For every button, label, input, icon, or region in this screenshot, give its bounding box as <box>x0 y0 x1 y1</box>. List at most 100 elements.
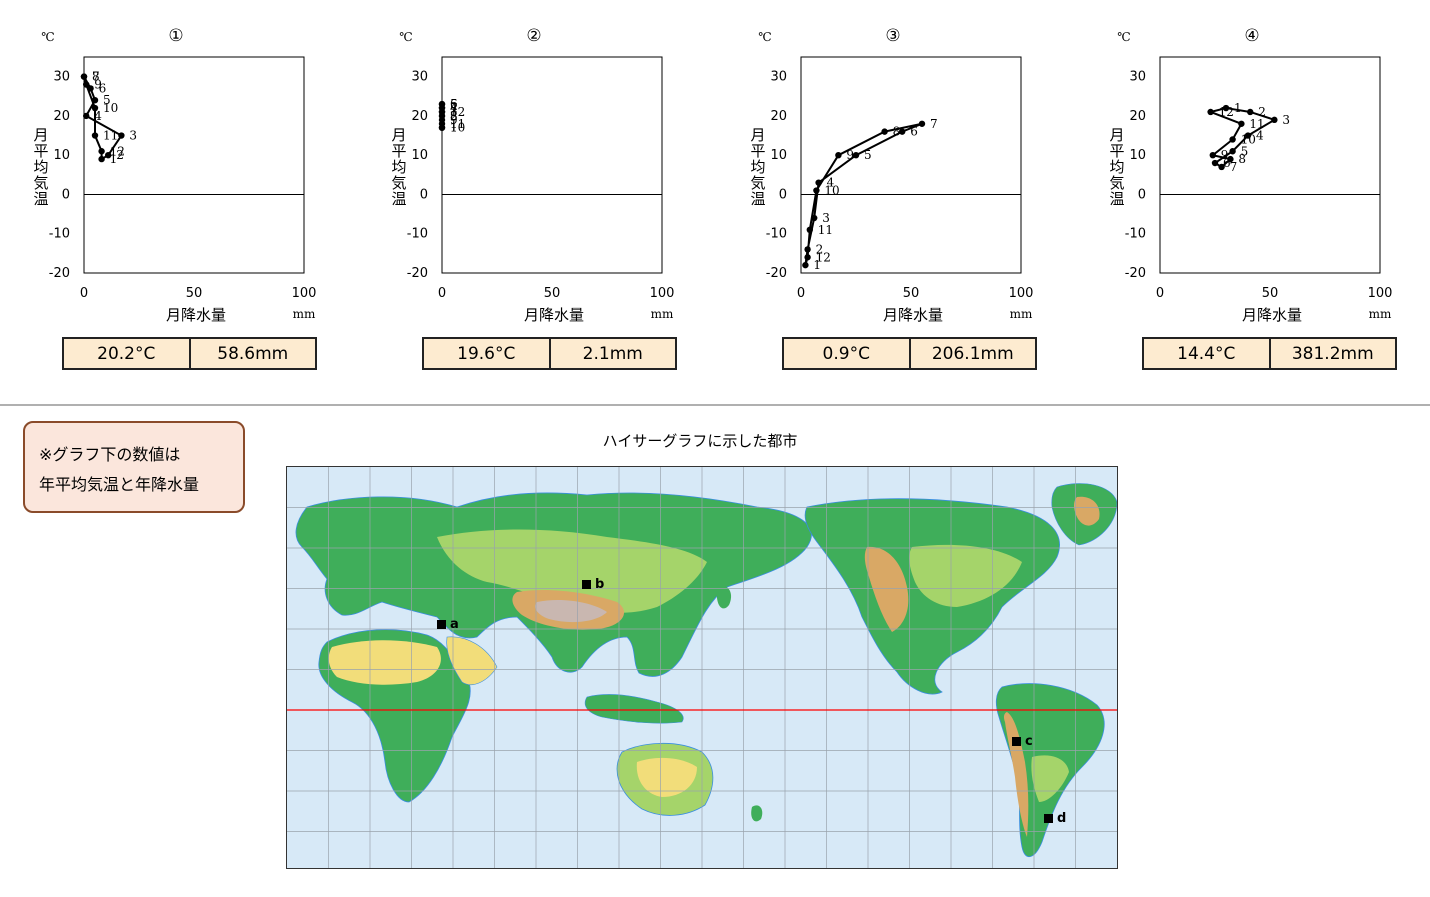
y-tick-label: 30 <box>1129 70 1146 85</box>
data-point <box>1244 132 1252 139</box>
y-tick-label: 10 <box>1129 148 1146 163</box>
data-point <box>806 226 813 233</box>
y-tick-label: 0 <box>420 187 428 202</box>
y-axis-unit: ℃ <box>758 30 771 44</box>
note-line-2: 年平均気温と年降水量 <box>39 475 200 494</box>
y-tick-label: -10 <box>49 227 70 242</box>
y-tick-label: 20 <box>53 109 70 124</box>
x-axis-label: 月降水量 <box>883 306 943 324</box>
sahara <box>328 640 441 685</box>
data-point <box>881 128 888 135</box>
month-label: 9 <box>846 148 854 162</box>
annual-precipitation: 2.1mm <box>548 339 676 368</box>
data-point <box>804 254 811 261</box>
world-map-svg <box>287 467 1117 868</box>
x-tick-label: 100 <box>292 286 317 301</box>
x-axis-label: 月降水量 <box>1242 306 1302 324</box>
month-label: 3 <box>129 129 137 143</box>
climograph-3: ③ ℃ 30 20 10 0 -10 -20 0 50 100 月平均気温 月降水量 mm 1 2 3 4 5 6 7 8… <box>717 0 1047 400</box>
data-point <box>1207 108 1214 116</box>
month-label: 7 <box>1230 160 1238 174</box>
month-label: 10 <box>824 184 839 198</box>
y-tick-label: -20 <box>49 266 70 281</box>
month-label: 10 <box>1241 132 1256 146</box>
month-label: 6 <box>1223 156 1231 170</box>
x-tick-label: 50 <box>544 286 561 301</box>
y-tick-label: 30 <box>770 70 787 85</box>
y-tick-label: 10 <box>411 148 428 163</box>
month-label: 11 <box>818 223 833 237</box>
x-tick-label: 50 <box>903 286 920 301</box>
y-tick-label: 0 <box>62 187 70 202</box>
month-label: 6 <box>99 81 107 95</box>
chart-title: ① <box>168 26 183 46</box>
x-axis-unit: mm <box>293 307 316 321</box>
data-point <box>80 73 88 80</box>
month-label: 8 <box>893 125 901 139</box>
annual-stats-2: 19.6°C 2.1mm <box>422 337 677 370</box>
city-label-c: c <box>1025 734 1033 749</box>
annual-temperature: 0.9°C <box>822 343 870 364</box>
month-label: 11 <box>450 117 465 131</box>
city-marker-d <box>1044 814 1053 823</box>
greenland-ice <box>1074 496 1100 526</box>
chart-title: ③ <box>885 26 900 46</box>
data-point <box>918 120 926 127</box>
annual-temperature: 14.4°C <box>1177 343 1236 364</box>
chart-title: ② <box>526 26 541 46</box>
x-tick-label: 0 <box>80 286 88 301</box>
indonesia <box>584 694 684 724</box>
month-label: 12 <box>450 105 465 119</box>
map-title: ハイサーグラフに示した都市 <box>602 432 798 450</box>
month-label: 7 <box>930 117 938 131</box>
data-point <box>1238 120 1245 127</box>
month-label: 1 <box>813 258 821 272</box>
month-label: 2 <box>1258 105 1266 119</box>
data-point <box>1218 163 1225 171</box>
y-axis-unit: ℃ <box>1117 30 1130 44</box>
y-tick-label: -20 <box>766 266 787 281</box>
north-america-plains <box>909 544 1022 607</box>
annual-precipitation: 381.2mm <box>1268 339 1396 368</box>
month-label: 8 <box>92 70 100 84</box>
chart-title: ④ <box>1244 26 1259 46</box>
data-point <box>438 120 446 127</box>
data-point <box>835 151 842 159</box>
y-tick-label: 20 <box>411 109 428 124</box>
month-label: 3 <box>822 211 830 225</box>
data-point <box>1229 136 1236 143</box>
month-label: 11 <box>103 129 118 143</box>
month-label: 1 <box>450 121 458 135</box>
data-point <box>118 132 125 139</box>
data-point <box>1211 159 1219 167</box>
month-label: 5 <box>1241 144 1249 158</box>
x-tick-label: 0 <box>438 286 446 301</box>
y-tick-label: -10 <box>1125 227 1146 242</box>
month-label: 11 <box>1249 117 1264 131</box>
x-tick-label: 50 <box>186 286 203 301</box>
month-label: 4 <box>94 109 102 123</box>
arabia <box>446 636 498 686</box>
month-label: 5 <box>864 148 872 162</box>
month-label: 2 <box>450 109 458 123</box>
y-tick-label: 20 <box>1129 109 1146 124</box>
month-label: 2 <box>116 148 124 162</box>
x-tick-label: 50 <box>1262 286 1279 301</box>
city-label-a: a <box>450 617 459 632</box>
x-tick-label: 100 <box>1368 286 1393 301</box>
month-label: 9 <box>450 113 458 127</box>
plot-frame <box>1159 56 1381 274</box>
month-label: 3 <box>450 105 458 119</box>
x-tick-label: 100 <box>650 286 675 301</box>
y-tick-label: -20 <box>407 266 428 281</box>
land-masses <box>295 483 1117 857</box>
month-label: 6 <box>910 125 918 139</box>
annual-stats-4: 14.4°C 381.2mm <box>1142 337 1397 370</box>
note-line-1: ※グラフ下の数値は <box>39 445 181 464</box>
annual-stats-1: 20.2°C 58.6mm <box>62 337 317 370</box>
data-point <box>804 246 811 253</box>
month-label: 12 <box>816 250 831 264</box>
